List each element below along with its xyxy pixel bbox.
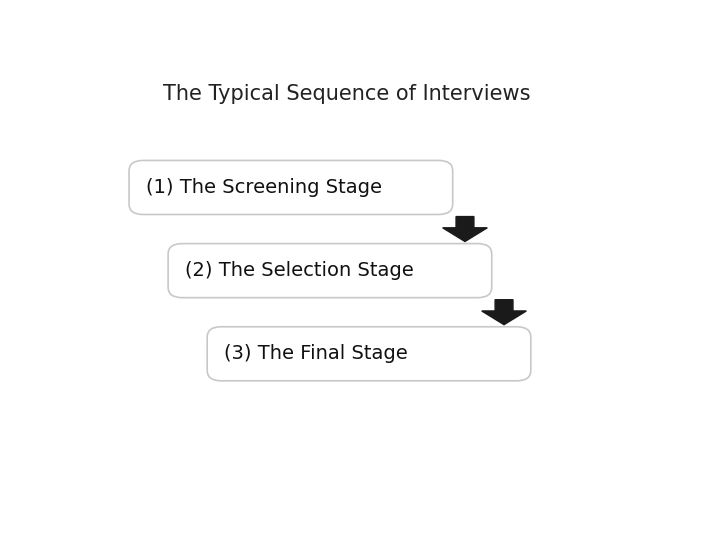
Polygon shape (482, 300, 526, 325)
FancyBboxPatch shape (129, 160, 453, 214)
Text: (2) The Selection Stage: (2) The Selection Stage (185, 261, 413, 280)
FancyBboxPatch shape (168, 244, 492, 298)
FancyBboxPatch shape (207, 327, 531, 381)
Text: (1) The Screening Stage: (1) The Screening Stage (145, 178, 382, 197)
Polygon shape (443, 217, 487, 241)
Text: (3) The Final Stage: (3) The Final Stage (224, 345, 408, 363)
Text: The Typical Sequence of Interviews: The Typical Sequence of Interviews (163, 84, 531, 104)
